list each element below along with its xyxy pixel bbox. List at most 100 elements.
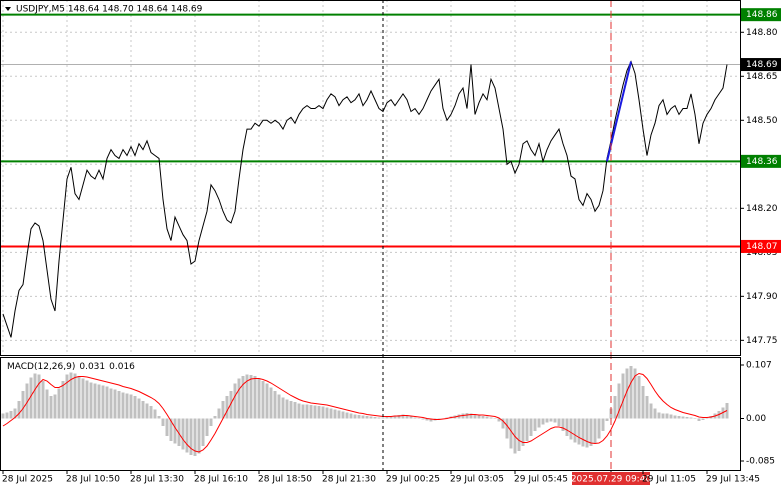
histogram-bar — [169, 418, 173, 441]
histogram-bar — [269, 387, 273, 419]
histogram-bar — [485, 416, 489, 419]
histogram-bar — [525, 418, 529, 441]
histogram-bar — [49, 396, 53, 419]
histogram-bar — [125, 393, 129, 419]
histogram-bar — [337, 410, 341, 419]
histogram-bar — [389, 416, 393, 419]
histogram-bar — [321, 406, 325, 419]
histogram-bar — [625, 368, 629, 419]
histogram-bar — [581, 418, 585, 447]
histogram-bar — [357, 415, 361, 419]
histogram-bar — [569, 418, 573, 440]
level-label-box — [741, 154, 781, 168]
x-tick-label: 2025.07.29 09:40 — [571, 475, 652, 485]
histogram-bar — [17, 401, 21, 419]
histogram-bar — [181, 418, 185, 450]
histogram-bar — [497, 418, 501, 422]
histogram-bar — [393, 415, 397, 419]
y-tick-label: 148.20 — [746, 204, 778, 214]
x-tick-label: 29 Jul 03:05 — [450, 475, 504, 485]
histogram-bar — [5, 412, 9, 419]
level-label-box — [741, 8, 781, 22]
histogram-bar — [633, 368, 637, 419]
histogram-bar — [333, 409, 337, 419]
histogram-bar — [481, 416, 485, 419]
histogram-bar — [129, 394, 133, 419]
histogram-bar — [205, 418, 209, 436]
histogram-bar — [53, 394, 57, 419]
histogram-bar — [677, 416, 681, 419]
histogram-bar — [101, 385, 105, 419]
macd-frame — [0, 357, 741, 471]
histogram-bar — [601, 418, 605, 431]
y-tick-label: 0.00 — [746, 414, 766, 424]
histogram-bar — [309, 405, 313, 419]
histogram-bar — [689, 417, 693, 419]
histogram-bar — [517, 418, 521, 451]
x-tick-label: 28 Jul 21:30 — [322, 475, 376, 485]
chart-title: USDJPY,M5 148.64 148.70 148.64 148.69 — [16, 5, 203, 15]
histogram-bar — [45, 389, 49, 419]
y-tick-label: 148.80 — [746, 28, 778, 38]
histogram-bar — [13, 408, 17, 419]
histogram-bar — [189, 418, 193, 455]
histogram-bar — [9, 411, 13, 419]
histogram-bar — [233, 383, 237, 419]
histogram-bar — [81, 378, 85, 419]
histogram-bar — [277, 394, 281, 419]
histogram-bar — [649, 403, 653, 419]
histogram-bar — [429, 418, 433, 422]
histogram-bar — [697, 418, 701, 421]
histogram-bar — [241, 376, 245, 419]
histogram-bar — [93, 383, 97, 419]
histogram-bar — [293, 402, 297, 419]
menu-arrow — [5, 7, 11, 11]
histogram-bar — [493, 418, 497, 419]
histogram-bar — [65, 374, 69, 419]
histogram-bar — [57, 388, 61, 419]
histogram-bar — [361, 415, 365, 419]
level-label: 148.86 — [746, 10, 778, 20]
histogram-bar — [505, 418, 509, 439]
histogram-bar — [489, 417, 493, 419]
histogram-bar — [661, 413, 665, 419]
histogram-bar — [25, 383, 29, 419]
histogram-bar — [473, 414, 477, 419]
histogram-bar — [289, 401, 293, 419]
signal-line — [2, 372, 728, 453]
y-tick-label: 147.90 — [746, 292, 778, 302]
y-tick-label: 147.75 — [746, 336, 778, 346]
histogram-bar — [261, 381, 265, 419]
histogram-bar — [193, 418, 197, 456]
histogram-bar — [637, 376, 641, 419]
histogram-bar — [137, 398, 141, 419]
histogram-bar — [557, 418, 561, 426]
histogram-bar — [349, 413, 353, 419]
histogram-bar — [369, 416, 373, 419]
histogram-bar — [133, 396, 137, 419]
histogram-bar — [145, 403, 149, 419]
histogram-bar — [705, 418, 709, 419]
histogram-bar — [29, 377, 33, 419]
histogram-bar — [549, 418, 553, 422]
indicator-name: MACD(12,26,9) — [7, 362, 75, 372]
histogram-bar — [593, 418, 597, 444]
histogram-bar — [161, 418, 165, 426]
histogram-bar — [521, 418, 525, 446]
histogram-bar — [237, 378, 241, 419]
histogram-bar — [421, 418, 425, 420]
histogram-bar — [693, 418, 697, 419]
histogram-bar — [41, 381, 45, 419]
histogram-bar — [117, 391, 121, 419]
histogram-bar — [613, 396, 617, 419]
x-tick-label: 29 Jul 13:45 — [706, 475, 760, 485]
histogram-bar — [573, 418, 577, 443]
histogram-bar — [365, 416, 369, 419]
histogram-bar — [221, 401, 225, 419]
x-tick-label: 29 Jul 00:25 — [386, 475, 440, 485]
histogram-bar — [605, 418, 609, 421]
histogram-bar — [257, 378, 261, 419]
x-tick-label: 28 Jul 2025 — [2, 475, 53, 485]
x-tick-label: 28 Jul 16:10 — [194, 475, 248, 485]
histogram-bar — [589, 418, 593, 446]
